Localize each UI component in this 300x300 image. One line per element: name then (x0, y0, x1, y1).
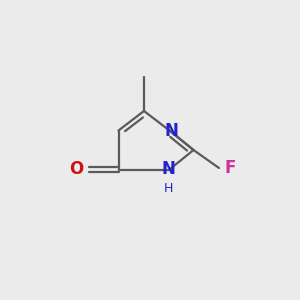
Text: F: F (224, 159, 236, 177)
Text: H: H (163, 182, 173, 196)
Text: N: N (164, 122, 178, 140)
Text: O: O (69, 160, 83, 178)
Text: N: N (161, 160, 175, 178)
